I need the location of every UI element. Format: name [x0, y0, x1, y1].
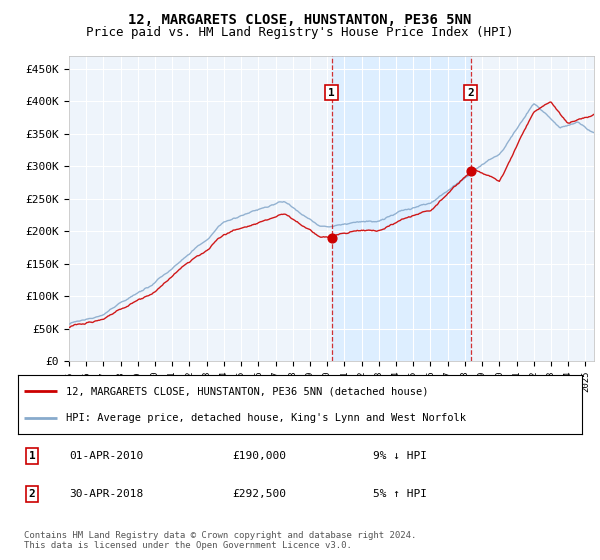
Text: 9% ↓ HPI: 9% ↓ HPI: [373, 451, 427, 461]
Text: £292,500: £292,500: [232, 489, 286, 499]
Text: Price paid vs. HM Land Registry's House Price Index (HPI): Price paid vs. HM Land Registry's House …: [86, 26, 514, 39]
Text: £190,000: £190,000: [232, 451, 286, 461]
Text: 30-APR-2018: 30-APR-2018: [69, 489, 143, 499]
Bar: [331, 56, 470, 361]
Text: 5% ↑ HPI: 5% ↑ HPI: [373, 489, 427, 499]
Text: 12, MARGARETS CLOSE, HUNSTANTON, PE36 5NN (detached house): 12, MARGARETS CLOSE, HUNSTANTON, PE36 5N…: [66, 386, 428, 396]
Text: 2: 2: [29, 489, 35, 499]
Text: HPI: Average price, detached house, King's Lynn and West Norfolk: HPI: Average price, detached house, King…: [66, 413, 466, 423]
Text: 2: 2: [467, 87, 474, 97]
Text: 12, MARGARETS CLOSE, HUNSTANTON, PE36 5NN: 12, MARGARETS CLOSE, HUNSTANTON, PE36 5N…: [128, 13, 472, 27]
Text: 01-APR-2010: 01-APR-2010: [69, 451, 143, 461]
Point: [466, 167, 475, 176]
Text: 1: 1: [328, 87, 335, 97]
Point: [326, 234, 336, 242]
Text: Contains HM Land Registry data © Crown copyright and database right 2024.
This d: Contains HM Land Registry data © Crown c…: [24, 530, 416, 550]
Text: 1: 1: [29, 451, 35, 461]
